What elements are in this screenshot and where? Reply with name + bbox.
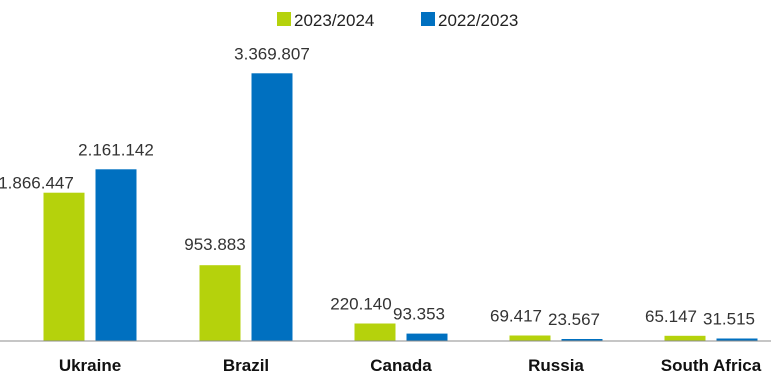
data-label-ukraine-2023-2024: 1.866.447 [0,174,74,193]
data-label-canada-2023-2024: 220.140 [330,295,391,314]
data-label-brazil-2023-2024: 953.883 [184,235,245,254]
legend-swatch-2022-2023 [421,12,435,26]
legend: 2023/2024 2022/2023 [277,11,518,30]
bar-south-africa-2023-2024 [664,335,706,341]
bar-russia-2023-2024 [509,335,551,341]
category-label-russia: Russia [528,356,584,375]
bar-ukraine-2023-2024 [43,192,85,341]
data-label-south-africa-2022-2023: 31.515 [703,310,755,329]
data-label-canada-2022-2023: 93.353 [393,305,445,324]
legend-label-2022-2023: 2022/2023 [438,11,518,30]
data-label-brazil-2022-2023: 3.369.807 [234,44,310,63]
category-label-canada: Canada [370,356,432,375]
bars [43,73,758,342]
category-label-brazil: Brazil [223,356,269,375]
bar-brazil-2022-2023 [251,73,293,342]
legend-label-2023-2024: 2023/2024 [294,11,374,30]
data-label-south-africa-2023-2024: 65.147 [645,307,697,326]
category-labels: Ukraine Brazil Canada Russia South Africa [59,356,762,375]
bar-russia-2022-2023 [561,339,603,341]
bar-ukraine-2022-2023 [95,169,137,341]
data-label-russia-2023-2024: 69.417 [490,307,542,326]
bar-south-africa-2022-2023 [716,338,758,341]
category-label-ukraine: Ukraine [59,356,121,375]
category-label-south-africa: South Africa [661,356,762,375]
legend-swatch-2023-2024 [277,12,291,26]
bar-canada-2023-2024 [354,323,396,341]
bar-canada-2022-2023 [406,333,448,341]
data-label-ukraine-2022-2023: 2.161.142 [78,140,154,159]
bar-brazil-2023-2024 [199,265,241,341]
data-label-russia-2022-2023: 23.567 [548,310,600,329]
